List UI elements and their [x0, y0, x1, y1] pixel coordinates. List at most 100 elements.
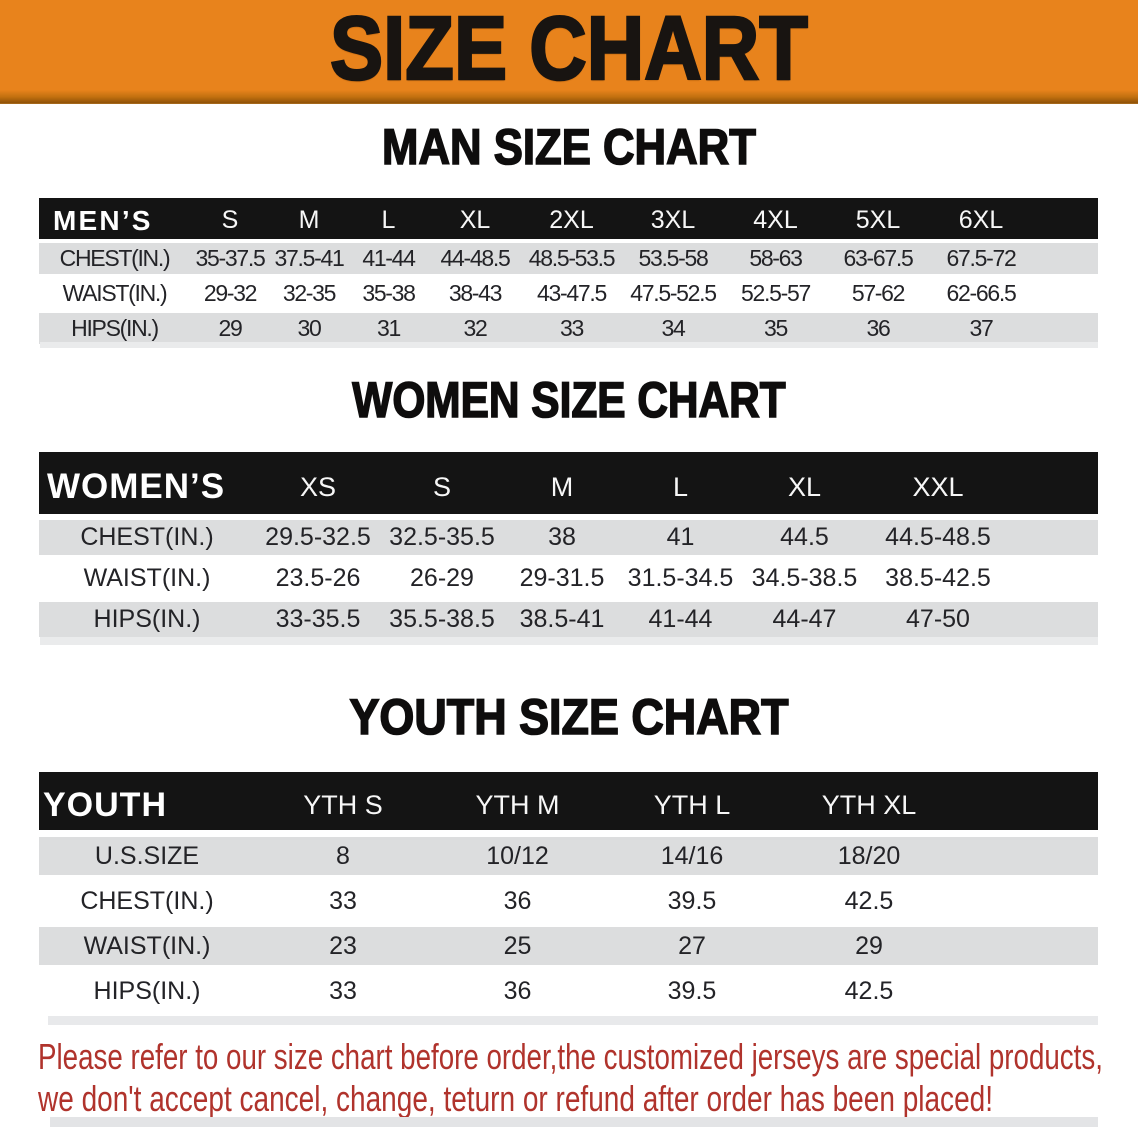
size-value: 39.5: [667, 976, 717, 1005]
size-column-header: L: [672, 471, 689, 502]
table-row: WAIST(IN.) 23.5-26 26-29 29-31.5 31.5-34.5 34…: [39, 561, 1098, 596]
spacer-cell: [1033, 243, 1098, 274]
size-value: 8: [336, 841, 350, 870]
size-value: 44.5: [780, 523, 829, 551]
table-title: YOUTH: [43, 785, 167, 824]
size-value: 38.5-41: [519, 605, 605, 633]
size-value: 32-35: [282, 280, 337, 306]
size-value: 23: [329, 931, 357, 960]
size-value: 52.5-57: [741, 280, 811, 306]
size-value: 10/12: [486, 841, 549, 870]
order-notice-line-1: Please refer to our size chart before or…: [38, 1036, 1103, 1077]
order-notice-line-2: we don't accept cancel, change, teturn o…: [38, 1078, 993, 1119]
size-column-header: YTH XL: [821, 789, 917, 820]
spacer-cell: [1007, 520, 1098, 555]
row-label: CHEST(IN.): [80, 886, 214, 915]
table-row: CHEST(IN.) 35-37.5 37.5-41 41-44 44-48.5 48.5…: [39, 243, 1098, 274]
spacer-cell: [1033, 278, 1098, 309]
table-row: CHEST(IN.) 29.5-32.5 32.5-35.5 38 41 44.5 44.5…: [39, 520, 1098, 555]
size-column-header: 6XL: [958, 206, 1004, 234]
size-value: 47-50: [906, 605, 970, 633]
size-value: 35-38: [362, 280, 416, 306]
banner: SIZE CHART: [0, 0, 1138, 104]
size-value: 38-43: [448, 280, 503, 306]
size-value: 35: [764, 315, 788, 341]
size-value: 34: [661, 315, 686, 341]
size-value: 36: [866, 315, 891, 341]
size-column-header: XS: [299, 471, 337, 502]
size-value: 67.5-72: [946, 245, 1017, 271]
divider-strip-top: [48, 1016, 1098, 1025]
size-value: 29-31.5: [519, 564, 605, 592]
size-column-header: M: [550, 471, 574, 502]
spacer-cell: [958, 927, 1098, 965]
size-column-header: YTH M: [475, 789, 560, 820]
heading-youth-size-chart: YOUTH SIZE CHART: [349, 689, 789, 745]
table-bottom-strip-men: [40, 342, 1098, 348]
table-row: HIPS(IN.) 29 30 31 32 33 34 35 36 37: [39, 313, 1098, 344]
row-label: HIPS(IN.): [93, 605, 201, 633]
size-value: 33: [329, 886, 357, 915]
size-value: 30: [297, 315, 322, 341]
size-column-header: S: [221, 206, 239, 234]
size-value: 41: [666, 523, 695, 551]
size-value: 29.5-32.5: [265, 523, 371, 551]
table-row: U.S.SIZE 8 10/12 14/16 18/20: [39, 837, 1098, 875]
size-value: 34.5-38.5: [751, 564, 858, 592]
size-column-header: YTH S: [303, 789, 383, 820]
size-value: 35-37.5: [195, 245, 266, 271]
size-column-header: 4XL: [753, 206, 798, 234]
spacer-cell: [1033, 313, 1098, 344]
table-row: WAIST(IN.) 23 25 27 29: [39, 927, 1098, 965]
size-value: 58-63: [749, 245, 803, 271]
size-column-header: S: [432, 471, 451, 502]
spacer-cell: [958, 882, 1098, 920]
row-label: WAIST(IN.): [83, 564, 211, 592]
size-value: 33: [329, 976, 357, 1005]
size-column-header: YTH L: [653, 789, 731, 820]
size-value: 48.5-53.5: [528, 245, 616, 271]
size-value: 31: [377, 315, 401, 341]
spacer-cell: [1033, 198, 1098, 239]
size-value: 36: [503, 976, 532, 1005]
table-row: CHEST(IN.) 33 36 39.5 42.5: [39, 882, 1098, 920]
spacer-cell: [958, 772, 1098, 830]
spacer-cell: [1007, 602, 1098, 637]
size-value: 44.5-48.5: [885, 523, 991, 551]
size-value: 27: [678, 931, 706, 960]
size-value: 37: [969, 315, 994, 341]
row-label: U.S.SIZE: [94, 841, 200, 870]
size-value: 41-44: [362, 245, 416, 271]
size-value: 53.5-58: [638, 245, 709, 271]
size-value: 14/16: [660, 841, 724, 870]
size-value: 32: [463, 315, 488, 341]
banner-title: SIZE CHART: [329, 0, 809, 99]
size-value: 29: [218, 315, 243, 341]
womens-size-table: WOMEN’S XS S M L XL XXL CHEST(IN.) 29.5-32.5 32.5…: [39, 446, 1098, 643]
size-value: 37.5-41: [274, 245, 345, 271]
table-row: WAIST(IN.) 29-32 32-35 35-38 38-43 43-47.5 47.…: [39, 278, 1098, 309]
size-column-header: XL: [459, 206, 491, 234]
size-value: 29: [855, 931, 883, 960]
size-value: 25: [503, 931, 532, 960]
order-notice: Please refer to our size chart before or…: [38, 1036, 1138, 1120]
size-value: 35.5-38.5: [389, 605, 495, 633]
size-value: 38.5-42.5: [885, 564, 991, 592]
divider-strip-bottom: [50, 1117, 1098, 1127]
size-value: 29-32: [203, 280, 258, 306]
size-value: 32.5-35.5: [389, 523, 495, 551]
size-value: 39.5: [667, 886, 717, 915]
table-header-row: WOMEN’S XS S M L XL XXL: [39, 452, 1098, 514]
size-value: 18/20: [837, 841, 901, 870]
heading-man-size-chart: MAN SIZE CHART: [381, 119, 756, 175]
size-value: 23.5-26: [275, 564, 361, 592]
size-value: 47.5-52.5: [630, 280, 717, 306]
row-label: CHEST(IN.): [80, 523, 214, 551]
size-column-header: 3XL: [650, 206, 696, 234]
table-row: HIPS(IN.) 33 36 39.5 42.5: [39, 972, 1098, 1010]
size-value: 63-67.5: [843, 245, 914, 271]
size-value: 31.5-34.5: [627, 564, 734, 592]
spacer-cell: [1007, 561, 1098, 596]
size-value: 62-66.5: [946, 280, 1017, 306]
